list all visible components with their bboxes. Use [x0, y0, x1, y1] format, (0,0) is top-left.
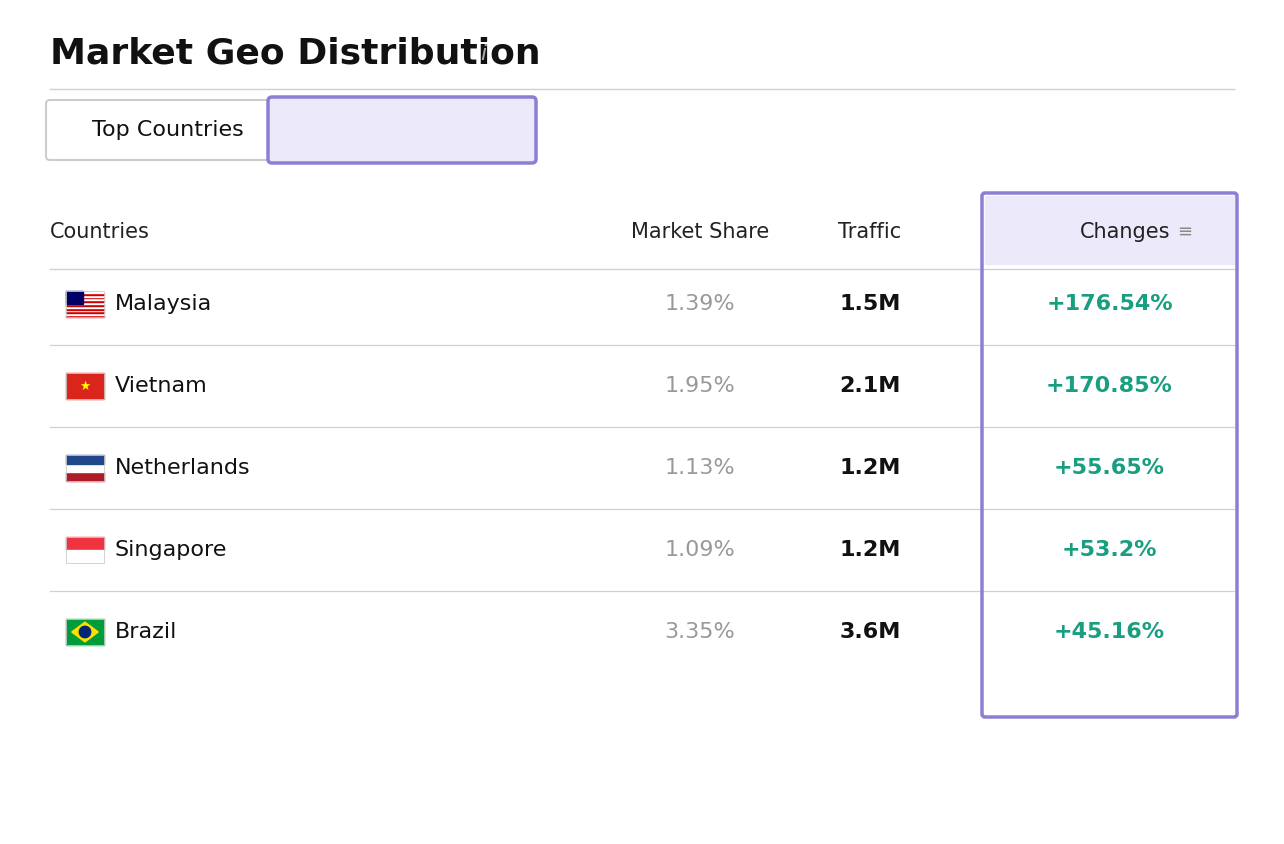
Text: Top Countries: Top Countries	[92, 120, 244, 140]
Text: ★: ★	[80, 380, 91, 392]
Bar	[65, 550, 104, 563]
Text: 2.1M: 2.1M	[840, 376, 900, 396]
Text: +53.2%: +53.2%	[1062, 540, 1157, 560]
Bar	[65, 373, 104, 399]
Text: i: i	[480, 44, 487, 64]
Text: +176.54%: +176.54%	[1046, 294, 1172, 314]
Bar	[65, 302, 104, 304]
Bar	[65, 293, 104, 295]
Bar	[65, 619, 104, 645]
Bar	[65, 373, 104, 399]
Text: 1.09%: 1.09%	[665, 540, 736, 560]
Text: Top Changes: Top Changes	[322, 120, 482, 140]
FancyBboxPatch shape	[268, 97, 535, 163]
Circle shape	[80, 626, 91, 638]
Text: +55.65%: +55.65%	[1054, 458, 1165, 478]
Bar	[65, 463, 104, 473]
Text: Market Geo Distribution: Market Geo Distribution	[50, 37, 541, 71]
Bar	[65, 295, 104, 296]
Text: Malaysia: Malaysia	[116, 294, 212, 314]
Text: Changes: Changes	[1080, 222, 1171, 242]
Text: Market Share: Market Share	[630, 222, 769, 242]
Text: +170.85%: +170.85%	[1046, 376, 1174, 396]
Bar	[65, 296, 104, 299]
Text: 1.13%: 1.13%	[665, 458, 736, 478]
FancyBboxPatch shape	[46, 100, 534, 160]
Bar	[65, 291, 104, 317]
Text: ≡: ≡	[1177, 223, 1193, 241]
Bar	[65, 291, 83, 304]
Text: Netherlands: Netherlands	[116, 458, 250, 478]
Text: +45.16%: +45.16%	[1054, 622, 1165, 642]
Bar	[985, 196, 1234, 264]
Text: 1.2M: 1.2M	[840, 540, 900, 560]
Bar	[65, 455, 104, 463]
Bar	[65, 313, 104, 315]
Text: 1.95%: 1.95%	[665, 376, 736, 396]
Bar	[65, 291, 104, 293]
Bar	[65, 306, 104, 308]
Bar	[65, 299, 104, 300]
Text: 3.35%: 3.35%	[665, 622, 736, 642]
Bar	[65, 315, 104, 317]
Text: 1.2M: 1.2M	[840, 458, 900, 478]
Bar	[65, 537, 104, 550]
Bar	[65, 311, 104, 313]
Text: Vietnam: Vietnam	[116, 376, 208, 396]
Bar	[65, 537, 104, 563]
Bar	[65, 619, 104, 645]
Bar	[65, 300, 104, 302]
Bar	[65, 304, 104, 306]
Text: 1.5M: 1.5M	[840, 294, 900, 314]
Bar	[65, 455, 104, 481]
Text: 3.6M: 3.6M	[840, 622, 900, 642]
Text: Countries: Countries	[50, 222, 150, 242]
Polygon shape	[72, 622, 99, 642]
Bar	[65, 310, 104, 311]
Text: 1.39%: 1.39%	[665, 294, 736, 314]
Text: Singapore: Singapore	[116, 540, 227, 560]
Text: Brazil: Brazil	[116, 622, 177, 642]
Bar	[65, 473, 104, 481]
Bar	[65, 308, 104, 310]
Text: Traffic: Traffic	[838, 222, 901, 242]
